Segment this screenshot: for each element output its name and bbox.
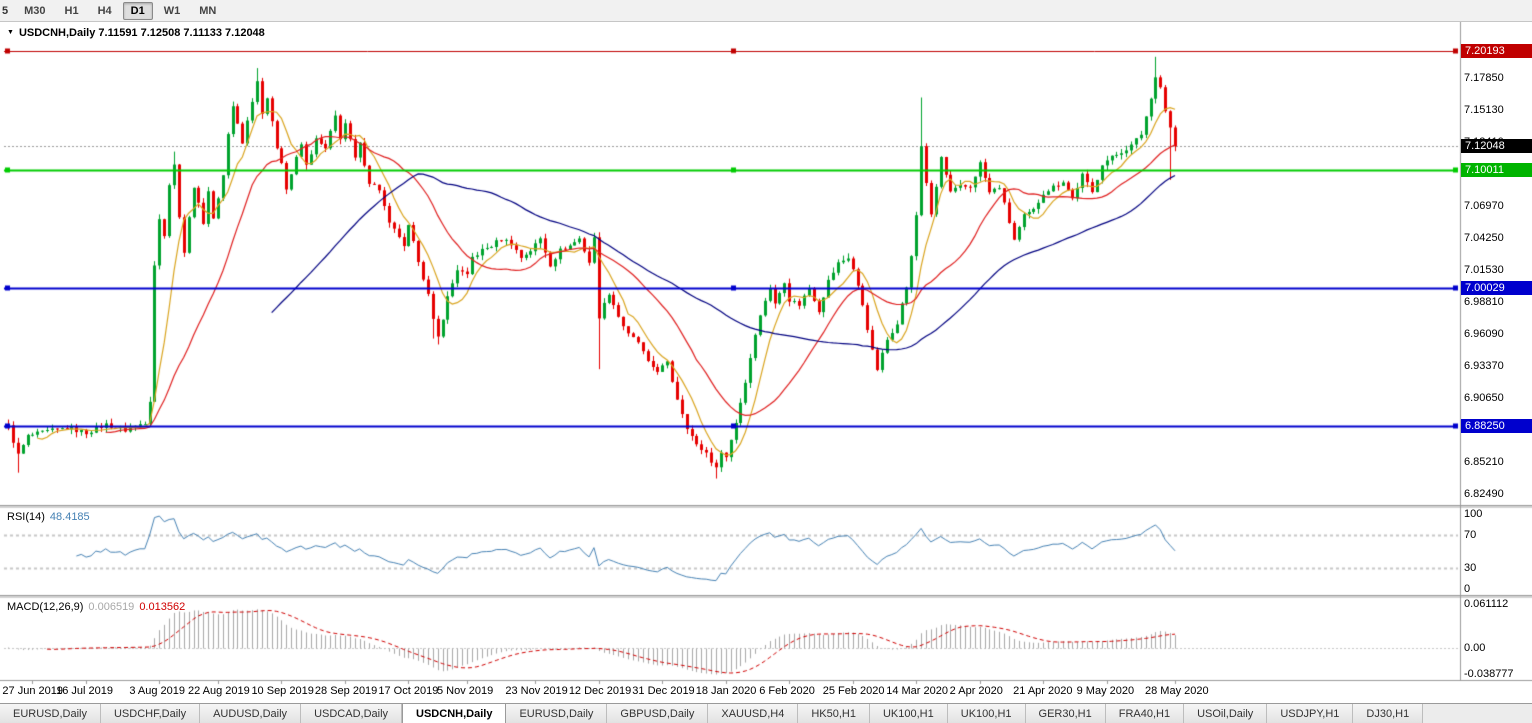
timeframe-button-w1[interactable]: W1 bbox=[163, 4, 181, 17]
timeframe-button-d1[interactable]: D1 bbox=[122, 1, 153, 20]
timeframe-button-h4[interactable]: H4 bbox=[97, 4, 112, 17]
price-scale-label: 6.93370 bbox=[1464, 359, 1504, 372]
symbol-tabbar: EURUSD,Daily USDCHF,Daily AUDUSD,Daily USDC… bbox=[0, 703, 1532, 723]
date-label: 9 May 2020 bbox=[1076, 685, 1135, 697]
date-label: 25 Feb 2020 bbox=[822, 685, 885, 697]
price-scale-label: 6.90650 bbox=[1464, 391, 1504, 404]
price-badge-7.20193: 7.20193 bbox=[1461, 43, 1532, 58]
price-chart-canvas[interactable] bbox=[0, 22, 1532, 703]
date-label: 23 Nov 2019 bbox=[505, 685, 568, 697]
date-label: 2 Apr 2020 bbox=[949, 685, 1003, 697]
date-label: 3 Aug 2019 bbox=[129, 685, 186, 697]
price-scale-label: 7.04250 bbox=[1464, 232, 1504, 245]
chart-tab-usdcad-daily-3[interactable]: USDCAD,Daily bbox=[301, 704, 403, 723]
price-scale-label: 6.98810 bbox=[1464, 296, 1504, 309]
rsi-scale-label: 30 bbox=[1464, 562, 1477, 575]
date-label: 28 May 2020 bbox=[1145, 685, 1209, 697]
chart-tab-hk50-h1-8[interactable]: HK50,H1 bbox=[798, 704, 870, 723]
chart-tab-usdchf-daily-1[interactable]: USDCHF,Daily bbox=[100, 704, 201, 723]
macd-main-value: 0.006519 bbox=[88, 601, 135, 613]
macd-scale-label: -0.038777 bbox=[1464, 668, 1514, 680]
date-label: 5 Nov 2019 bbox=[436, 685, 494, 697]
timeframe-button-mn[interactable]: MN bbox=[199, 4, 217, 17]
price-scale-label: 7.15130 bbox=[1464, 104, 1504, 117]
chart-window: ▼ USDCNH,Daily 7.11591 7.12508 7.11133 7… bbox=[0, 22, 1532, 703]
timeframe-button-partial[interactable]: 5 bbox=[2, 4, 9, 17]
chart-tab-eurusd-daily-5[interactable]: EURUSD,Daily bbox=[506, 704, 608, 723]
chart-tab-audusd-daily-2[interactable]: AUDUSD,Daily bbox=[200, 704, 302, 723]
date-label: 10 Sep 2019 bbox=[251, 685, 314, 697]
macd-scale-label: 0.00 bbox=[1464, 641, 1486, 654]
price-scale-label: 6.96090 bbox=[1464, 328, 1504, 340]
date-label: 27 Jun 2019 bbox=[2, 685, 63, 697]
macd-signal-value: 0.013562 bbox=[139, 601, 186, 613]
chart-tab-fra40-h1-12[interactable]: FRA40,H1 bbox=[1105, 704, 1185, 723]
price-badge-7.10011: 7.10011 bbox=[1461, 163, 1532, 178]
chart-tab-xauusd-h4-7[interactable]: XAUUSD,H4 bbox=[708, 704, 799, 723]
date-label: 6 Feb 2020 bbox=[759, 685, 815, 697]
macd-scale-label: 0.061112 bbox=[1464, 598, 1509, 610]
price-scale-label: 7.17850 bbox=[1464, 72, 1504, 85]
chart-tab-uk100-h1-10[interactable]: UK100,H1 bbox=[947, 704, 1026, 723]
macd-indicator-label: MACD(12,26,9) 0.006519 0.013562 bbox=[7, 601, 185, 613]
timeframe-toolbar: 5 M30 H1 H4 D1 W1 MN bbox=[0, 0, 1532, 22]
price-badge-7.12048: 7.12048 bbox=[1461, 139, 1532, 154]
chart-tab-usdcnh-daily-4[interactable]: USDCNH,Daily bbox=[402, 704, 507, 723]
chart-tab-ger30-h1-11[interactable]: GER30,H1 bbox=[1025, 704, 1106, 723]
chart-tab-gbpusd-daily-6[interactable]: GBPUSD,Daily bbox=[607, 704, 709, 723]
date-label: 12 Dec 2019 bbox=[568, 685, 632, 697]
date-label: 17 Oct 2019 bbox=[378, 685, 439, 697]
date-label: 31 Dec 2019 bbox=[632, 685, 695, 697]
price-scale-label: 7.06970 bbox=[1464, 200, 1504, 213]
rsi-name: RSI(14) bbox=[7, 511, 45, 523]
date-label: 22 Aug 2019 bbox=[187, 685, 250, 697]
timeframe-button-m30[interactable]: M30 bbox=[24, 4, 46, 17]
date-label: 16 Jul 2019 bbox=[56, 685, 114, 697]
rsi-indicator-label: RSI(14) 48.4185 bbox=[7, 511, 90, 523]
price-badge-7.00029: 7.00029 bbox=[1461, 280, 1532, 295]
date-label: 18 Jan 2020 bbox=[695, 685, 757, 697]
price-scale-label: 6.85210 bbox=[1464, 455, 1504, 468]
date-label: 28 Sep 2019 bbox=[314, 685, 378, 697]
price-scale-label: 6.82490 bbox=[1464, 487, 1504, 500]
timeframe-buttons: M30 H1 H4 D1 W1 MN bbox=[16, 1, 224, 20]
date-label: 14 Mar 2020 bbox=[886, 685, 948, 697]
chart-title: ▼ USDCNH,Daily 7.11591 7.12508 7.11133 7… bbox=[7, 27, 265, 39]
timeframe-button-h1[interactable]: H1 bbox=[64, 4, 79, 17]
chart-symbol-icon: ▼ bbox=[7, 29, 14, 36]
chart-tab-eurusd-daily-0[interactable]: EURUSD,Daily bbox=[0, 704, 101, 723]
macd-name: MACD(12,26,9) bbox=[7, 601, 84, 613]
rsi-scale-label: 70 bbox=[1464, 528, 1477, 541]
chart-tab-usdjpy-h1-14[interactable]: USDJPY,H1 bbox=[1267, 704, 1354, 723]
date-label: 21 Apr 2020 bbox=[1013, 685, 1073, 697]
price-scale-label: 7.01530 bbox=[1464, 264, 1504, 277]
rsi-scale-label: 0 bbox=[1464, 583, 1471, 595]
price-badge-6.88250: 6.88250 bbox=[1461, 419, 1532, 434]
rsi-scale-label: 100 bbox=[1464, 508, 1483, 520]
chart-tab-dj30-h1-15[interactable]: DJ30,H1 bbox=[1353, 704, 1424, 723]
rsi-value: 48.4185 bbox=[49, 511, 90, 523]
chart-tab-usoil-daily-13[interactable]: USOil,Daily bbox=[1184, 704, 1268, 723]
chart-tab-uk100-h1-9[interactable]: UK100,H1 bbox=[869, 704, 948, 723]
chart-title-text: USDCNH,Daily 7.11591 7.12508 7.11133 7.1… bbox=[18, 27, 265, 39]
